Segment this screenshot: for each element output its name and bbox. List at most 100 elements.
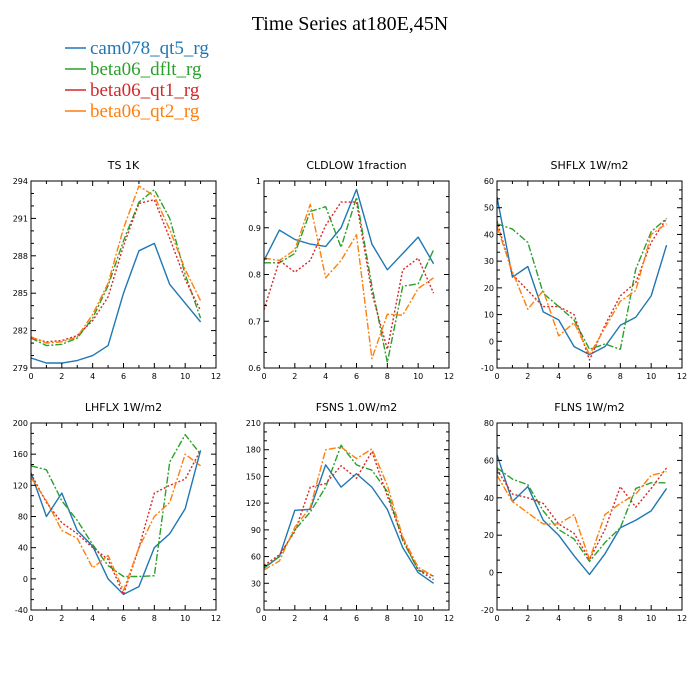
y-tick-label: 60 (484, 456, 494, 465)
series-line-1 (264, 196, 435, 364)
x-tick-label: 12 (677, 614, 687, 623)
y-tick-label: 20 (484, 284, 494, 293)
x-tick-label: 0 (28, 372, 33, 381)
chart-title: FLNS 1W/m2 (554, 401, 624, 414)
series-line-1 (264, 444, 434, 577)
series-line-3 (497, 470, 667, 561)
y-tick-label: 60 (484, 177, 494, 186)
x-tick-label: 2 (292, 614, 297, 623)
series-line-1 (497, 217, 668, 350)
x-tick-label: 10 (646, 372, 656, 381)
x-tick-label: 8 (152, 372, 157, 381)
y-tick-label: -20 (481, 606, 494, 615)
y-tick-label: 279 (13, 364, 28, 373)
y-tick-label: 30 (484, 257, 494, 266)
legend: cam078_qt5_rg beta06_dflt_rg beta06_qt1_… (65, 38, 209, 122)
y-tick-label: 210 (246, 419, 261, 428)
x-tick-label: 8 (152, 614, 157, 623)
chart-title: LHFLX 1W/m2 (85, 401, 162, 414)
x-tick-label: 10 (413, 614, 423, 623)
chart-series-group (264, 444, 434, 584)
x-tick-label: 2 (525, 614, 530, 623)
chart-frame (30, 422, 217, 611)
series-line-3 (264, 203, 434, 360)
y-tick-label: 0.7 (248, 317, 261, 326)
x-tick-label: 4 (556, 372, 561, 381)
x-tick-label: 4 (90, 372, 95, 381)
y-tick-label: 0.8 (248, 271, 261, 280)
x-tick-label: 10 (413, 372, 423, 381)
y-tick-label: 0.6 (248, 364, 261, 373)
series-line-0 (497, 196, 668, 356)
y-tick-label: 30 (251, 579, 261, 588)
y-tick-label: 1 (256, 177, 261, 186)
y-tick-label: 40 (484, 230, 494, 239)
x-tick-label: 8 (618, 372, 623, 381)
series-line-2 (31, 198, 202, 343)
y-tick-label: 10 (484, 311, 494, 320)
series-line-2 (264, 450, 434, 581)
chart-series-group (264, 188, 435, 364)
series-line-0 (31, 242, 202, 364)
y-tick-label: 80 (18, 513, 28, 522)
y-tick-label: -10 (481, 364, 494, 373)
x-tick-label: 12 (444, 614, 454, 623)
x-tick-label: 2 (525, 372, 530, 381)
chart-title: CLDLOW 1fraction (306, 159, 406, 172)
x-tick-label: 8 (385, 372, 390, 381)
series-line-1 (31, 189, 202, 347)
y-tick-label: 90 (251, 526, 261, 535)
chart-series-group (497, 454, 668, 576)
y-tick-label: 40 (484, 494, 494, 503)
legend-item: beta06_qt2_rg (65, 101, 200, 122)
y-tick-label: 0 (489, 337, 494, 346)
series-line-2 (264, 201, 435, 350)
series-line-2 (497, 467, 668, 561)
legend-label-1: beta06_dflt_rg (90, 59, 202, 80)
legend-label-2: beta06_qt1_rg (90, 80, 200, 101)
series-line-3 (31, 453, 202, 592)
x-tick-label: 12 (211, 614, 221, 623)
chart-series-group (497, 196, 668, 361)
x-tick-label: 0 (261, 614, 266, 623)
legend-label-0: cam078_qt5_rg (90, 38, 209, 59)
series-line-0 (264, 188, 435, 271)
x-tick-label: 4 (323, 614, 328, 623)
y-tick-label: 20 (484, 531, 494, 540)
y-tick-label: 288 (13, 252, 28, 261)
legend-item: beta06_dflt_rg (65, 59, 202, 80)
x-tick-label: 4 (323, 372, 328, 381)
legend-item: beta06_qt1_rg (65, 80, 200, 101)
x-tick-label: 6 (121, 614, 126, 623)
y-tick-label: 120 (246, 499, 261, 508)
x-tick-label: 6 (354, 614, 359, 623)
series-line-0 (497, 454, 668, 576)
x-tick-label: 6 (587, 614, 592, 623)
x-tick-label: 6 (587, 372, 592, 381)
x-tick-label: 4 (90, 614, 95, 623)
x-tick-label: 12 (444, 372, 454, 381)
series-line-1 (497, 467, 667, 563)
chart-frame (496, 180, 683, 369)
x-tick-label: 10 (180, 372, 190, 381)
chart-title: FSNS 1.0W/m2 (316, 401, 398, 414)
chart-title: TS 1K (107, 159, 140, 172)
x-tick-label: 6 (121, 372, 126, 381)
series-line-0 (264, 464, 434, 584)
series-line-3 (264, 446, 434, 577)
y-tick-label: 80 (484, 419, 494, 428)
chart-frame (263, 422, 450, 611)
y-tick-label: 120 (13, 481, 28, 490)
figure-title: Time Series at180E,45N (252, 13, 448, 35)
x-tick-label: 8 (385, 614, 390, 623)
x-tick-label: 10 (646, 614, 656, 623)
x-tick-label: 2 (292, 372, 297, 381)
y-tick-label: -40 (15, 606, 28, 615)
x-tick-label: 2 (59, 372, 64, 381)
y-tick-label: 200 (13, 419, 28, 428)
x-tick-label: 2 (59, 614, 64, 623)
y-tick-label: 50 (484, 204, 494, 213)
